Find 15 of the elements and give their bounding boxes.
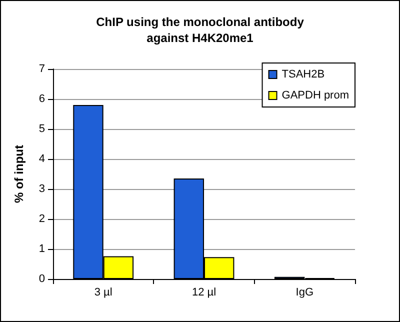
y-tick-label: 1 [38, 243, 45, 255]
x-tick-label: 3 µl [94, 286, 112, 298]
y-tick-label: 6 [38, 93, 45, 105]
y-tick-label: 3 [38, 183, 45, 195]
y-tick-label: 7 [38, 63, 45, 75]
y-tick-label: 2 [38, 213, 45, 225]
y-axis-title: % of input [12, 145, 26, 203]
legend-label: GAPDH prom [282, 90, 350, 102]
y-tick-label: 5 [38, 123, 45, 135]
chart-title: ChIP using the monoclonal antibody against H4K20me1 [96, 15, 304, 45]
x-tick-label: IgG [296, 286, 314, 298]
x-tick-label: 12 µl [192, 286, 216, 298]
y-tick-label: 4 [38, 153, 45, 165]
legend-label: TSAH2B [282, 68, 325, 80]
y-tick-label: 0 [38, 273, 45, 285]
